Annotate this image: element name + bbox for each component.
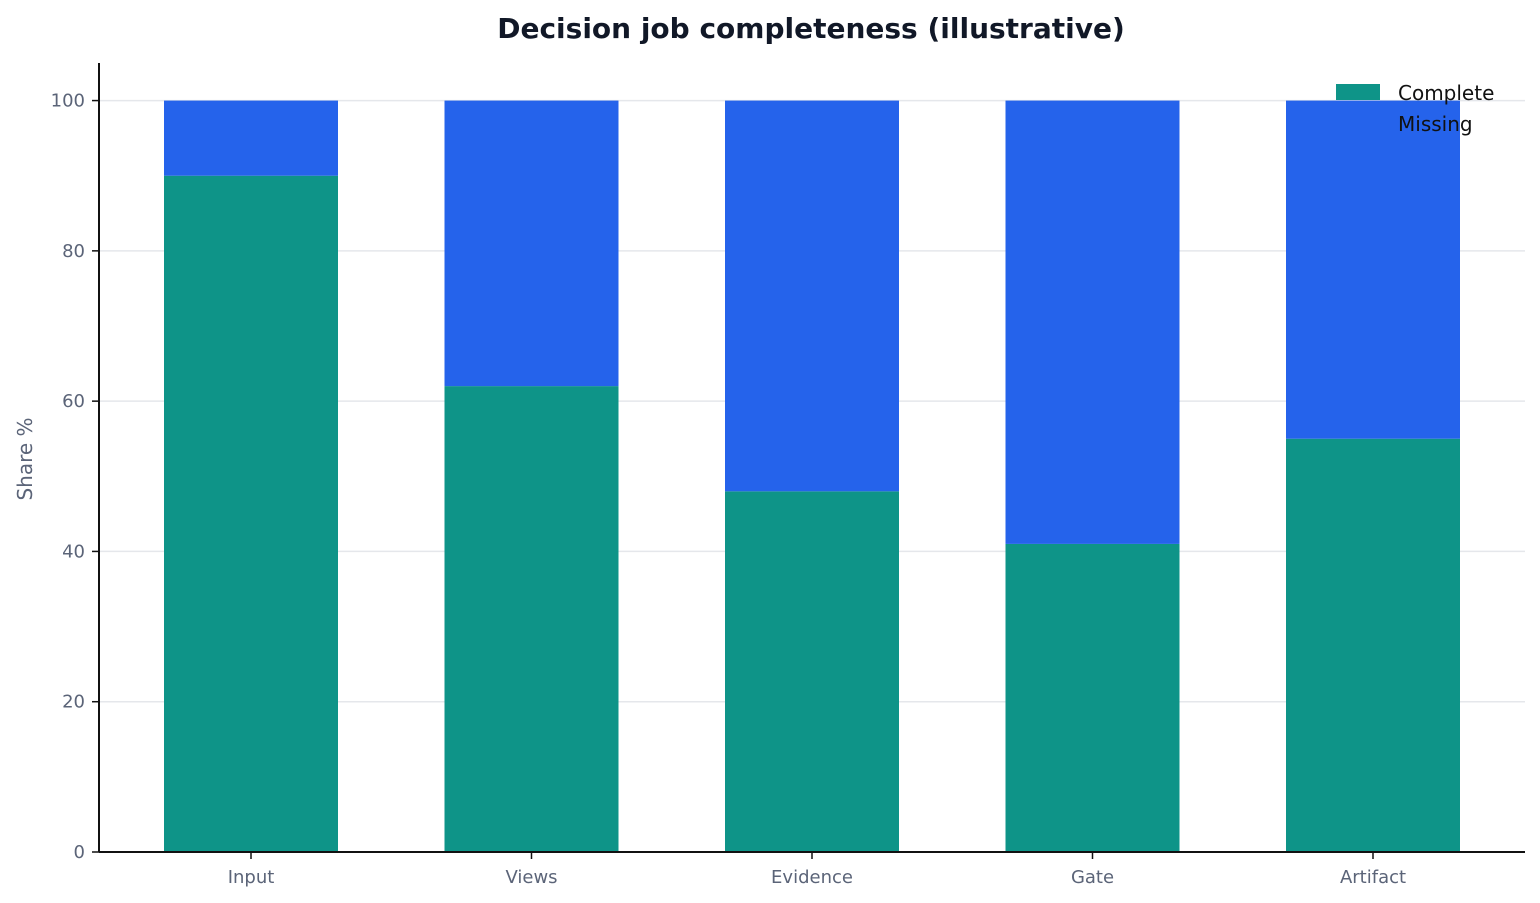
bar-missing-views: [444, 100, 619, 387]
legend: Complete Missing: [1336, 81, 1494, 136]
x-tick-label: Views: [505, 867, 557, 888]
x-tick-label: Gate: [1071, 867, 1114, 888]
legend-swatch-missing: [1336, 115, 1380, 131]
tick-labels: 0 20 40 60 80 100 Input Views Evidence Gate Artifa…: [51, 91, 1406, 888]
bar-complete-gate: [1005, 543, 1180, 852]
y-tick-label: 0: [74, 842, 85, 863]
bar-complete-artifact: [1286, 438, 1460, 852]
legend-label-missing: Missing: [1398, 112, 1473, 136]
bar-complete-evidence: [725, 491, 899, 852]
legend-swatch-complete: [1336, 84, 1380, 100]
x-tick-label: Evidence: [771, 867, 853, 888]
legend-label-complete: Complete: [1398, 81, 1494, 105]
x-tick-label: Artifact: [1340, 867, 1406, 888]
y-tick-label: 80: [62, 241, 85, 262]
chart-title: Decision job completeness (illustrative): [497, 12, 1125, 45]
bar-missing-artifact: [1286, 100, 1460, 439]
bar-missing-evidence: [725, 100, 899, 492]
bar-missing-gate: [1005, 100, 1180, 544]
bar-missing-input: [164, 100, 338, 176]
bar-complete-input: [164, 175, 338, 852]
axes: [92, 63, 1525, 859]
x-tick-label: Input: [228, 867, 275, 888]
bars: [164, 100, 1460, 852]
y-tick-label: 60: [62, 391, 85, 412]
y-axis-label: Share %: [13, 417, 37, 500]
y-tick-label: 20: [62, 692, 85, 713]
y-tick-label: 40: [62, 541, 85, 562]
y-tick-label: 100: [51, 91, 85, 112]
bar-complete-views: [444, 386, 619, 852]
